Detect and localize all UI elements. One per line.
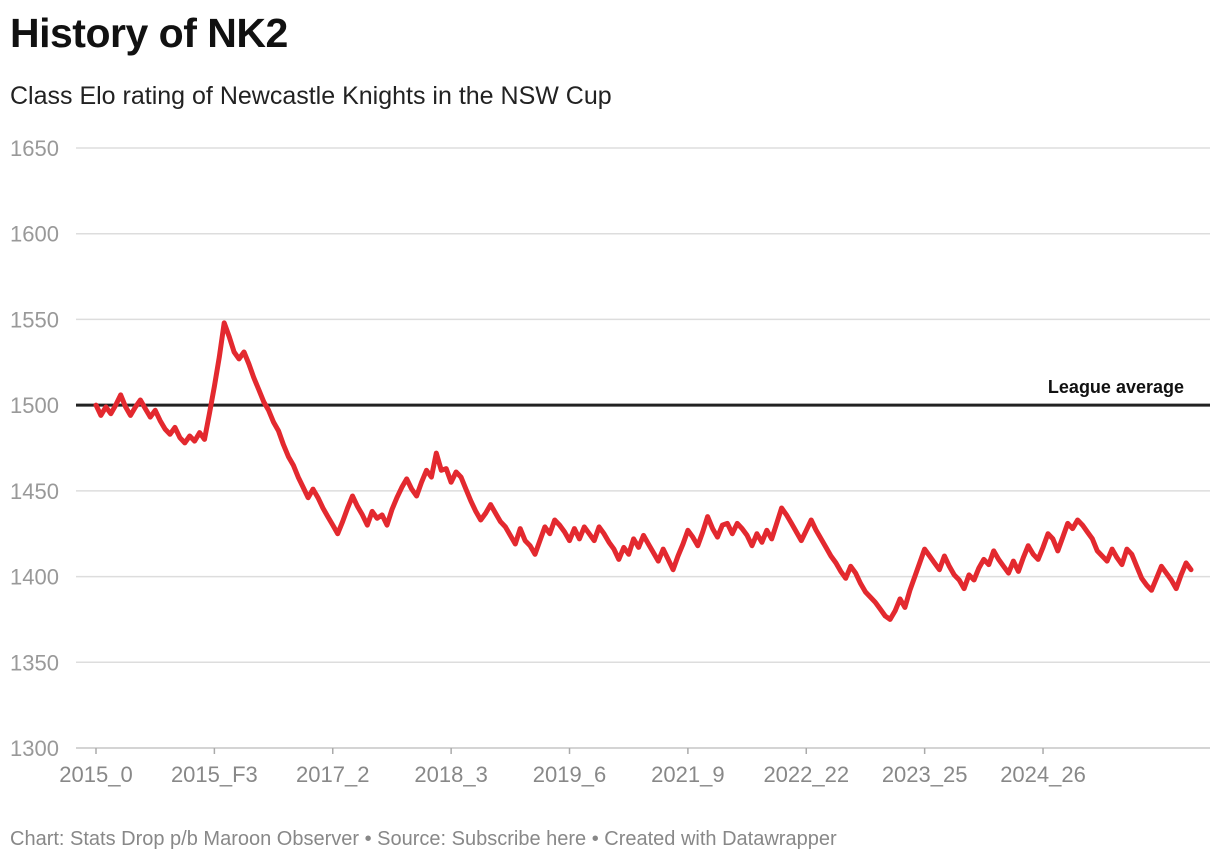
x-tick-label: 2021_9 <box>651 762 724 787</box>
x-tick-label: 2023_25 <box>882 762 968 787</box>
series-line-nk2 <box>93 320 1194 622</box>
x-tick-label: 2019_6 <box>533 762 606 787</box>
x-tick-label: 2018_3 <box>414 762 487 787</box>
x-tick-label: 2015_0 <box>59 762 132 787</box>
y-axis-ticks: 1300 1350 1400 1450 1500 1550 1600 1650 <box>10 136 59 761</box>
chart-footer: Chart: Stats Drop p/b Maroon Observer • … <box>10 828 837 850</box>
y-tick-label: 1350 <box>10 650 59 675</box>
y-tick-label: 1450 <box>10 479 59 504</box>
series-layer <box>93 320 1194 622</box>
y-tick-label: 1500 <box>10 393 59 418</box>
x-axis-ticks: 2015_0 2015_F3 2017_2 2018_3 2019_6 2021_9 202… <box>59 748 1086 787</box>
reference-layer: League average <box>76 377 1210 407</box>
y-tick-label: 1300 <box>10 736 59 761</box>
y-tick-label: 1650 <box>10 136 59 161</box>
chart-subtitle: Class Elo rating of Newcastle Knights in… <box>10 82 612 110</box>
x-tick-label: 2015_F3 <box>171 762 258 787</box>
league-average-label: League average <box>1048 377 1184 397</box>
y-tick-label: 1400 <box>10 565 59 590</box>
x-tick-label: 2022_22 <box>763 762 849 787</box>
y-tick-label: 1600 <box>10 222 59 247</box>
x-tick-label: 2017_2 <box>296 762 369 787</box>
grid-lines <box>76 147 1210 749</box>
x-tick-label: 2024_26 <box>1000 762 1086 787</box>
chart-title: History of NK2 <box>10 10 288 56</box>
y-tick-label: 1550 <box>10 307 59 332</box>
